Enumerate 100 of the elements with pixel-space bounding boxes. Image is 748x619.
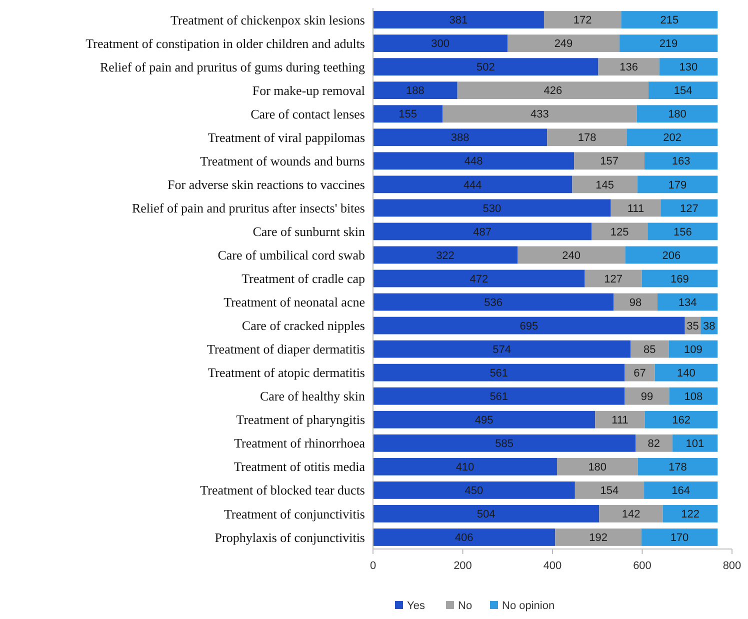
data-label: 406 <box>454 532 474 544</box>
bar <box>373 505 600 522</box>
bar <box>373 340 631 358</box>
bar <box>373 434 636 452</box>
data-label: 502 <box>476 62 495 74</box>
x-tick-label: 400 <box>543 560 562 572</box>
y-tick-label: Relief of pain and pruritus after insects' bites <box>132 200 365 216</box>
bar <box>373 58 598 76</box>
bar <box>584 270 642 288</box>
bar <box>625 246 718 264</box>
bar <box>556 458 638 476</box>
bar <box>648 82 718 100</box>
y-tick-label: For make-up removal <box>252 82 366 98</box>
data-label: 433 <box>530 108 549 121</box>
y-tick-label: Relief of pain and pruritus of gums during teething <box>100 59 366 74</box>
bar <box>373 410 596 428</box>
bar <box>621 11 718 28</box>
data-label: 388 <box>450 132 470 144</box>
y-tick-label: Care of cracked nipples <box>242 318 365 334</box>
bar <box>644 481 718 499</box>
legend-label: No <box>458 600 472 612</box>
data-label: 472 <box>470 273 488 286</box>
bar <box>595 410 645 428</box>
data-label: 164 <box>672 485 690 498</box>
data-label: 82 <box>648 438 660 450</box>
bar <box>624 364 655 382</box>
data-label: 202 <box>663 132 682 144</box>
bar <box>614 293 658 311</box>
data-label: 101 <box>686 438 704 450</box>
bar <box>373 34 508 52</box>
bar <box>658 293 718 311</box>
y-tick-label: Treatment of atopic dermatitis <box>208 365 365 380</box>
data-label: 172 <box>573 14 592 27</box>
y-tick-label: Care of contact lenses <box>250 106 365 122</box>
y-tick-label: Treatment of wounds and burns <box>200 153 365 168</box>
y-tick-label: For adverse skin reactions to vaccines <box>168 176 365 192</box>
bar <box>644 152 718 170</box>
bar <box>508 34 620 52</box>
bar <box>555 528 642 546</box>
data-label: 381 <box>449 14 468 27</box>
y-tick-label: Prophylaxis of conjunctivitis <box>214 530 365 545</box>
data-label: 249 <box>554 38 573 50</box>
data-label: 410 <box>456 462 474 474</box>
x-tick-label: 0 <box>370 560 376 572</box>
x-tick-label: 200 <box>454 560 472 572</box>
data-label: 219 <box>659 38 678 50</box>
x-tick-label: 600 <box>633 560 652 572</box>
data-label: 188 <box>406 85 424 98</box>
data-label: 136 <box>620 62 638 74</box>
data-label: 300 <box>431 38 450 50</box>
bar <box>544 11 622 28</box>
bar <box>592 222 648 240</box>
data-label: 192 <box>589 532 608 544</box>
data-label: 155 <box>398 108 417 121</box>
data-label: 162 <box>672 414 690 426</box>
data-label: 169 <box>670 273 689 286</box>
data-label: 530 <box>482 202 502 215</box>
bar <box>574 481 644 499</box>
bar <box>619 34 718 52</box>
data-label: 215 <box>660 14 679 27</box>
bar <box>373 222 592 240</box>
bar <box>373 11 544 28</box>
bar <box>373 293 614 311</box>
data-label: 585 <box>495 438 514 450</box>
data-label: 154 <box>600 485 619 498</box>
bar <box>610 199 661 217</box>
bar <box>662 505 718 522</box>
data-label: 504 <box>476 508 496 521</box>
bar <box>672 434 718 452</box>
data-label: 111 <box>627 202 644 215</box>
data-label: 108 <box>684 390 703 403</box>
bar <box>442 105 637 123</box>
data-label: 134 <box>678 296 697 309</box>
bar <box>636 105 718 123</box>
bar <box>642 270 718 288</box>
bar <box>624 387 670 405</box>
bar <box>547 128 627 146</box>
bar <box>638 458 718 476</box>
bar <box>517 246 626 264</box>
data-label: 142 <box>622 508 640 521</box>
bar <box>373 105 443 123</box>
data-label: 111 <box>612 414 628 426</box>
bar <box>373 82 458 100</box>
data-label: 38 <box>702 320 716 332</box>
bar <box>457 82 649 100</box>
data-label: 35 <box>686 320 699 332</box>
data-label: 178 <box>668 462 687 474</box>
data-label: 180 <box>588 462 607 474</box>
bar <box>373 458 557 476</box>
bar <box>659 58 718 76</box>
y-tick-label: Treatment of viral pappilomas <box>208 130 365 145</box>
bar <box>373 270 585 288</box>
bar <box>641 528 718 546</box>
data-label: 109 <box>684 344 702 356</box>
bar <box>668 340 718 358</box>
data-label: 574 <box>492 344 511 356</box>
y-tick-label: Care of healthy skin <box>260 388 366 404</box>
bar <box>572 176 638 194</box>
bar <box>373 199 611 217</box>
legend-label: Yes <box>407 600 426 612</box>
